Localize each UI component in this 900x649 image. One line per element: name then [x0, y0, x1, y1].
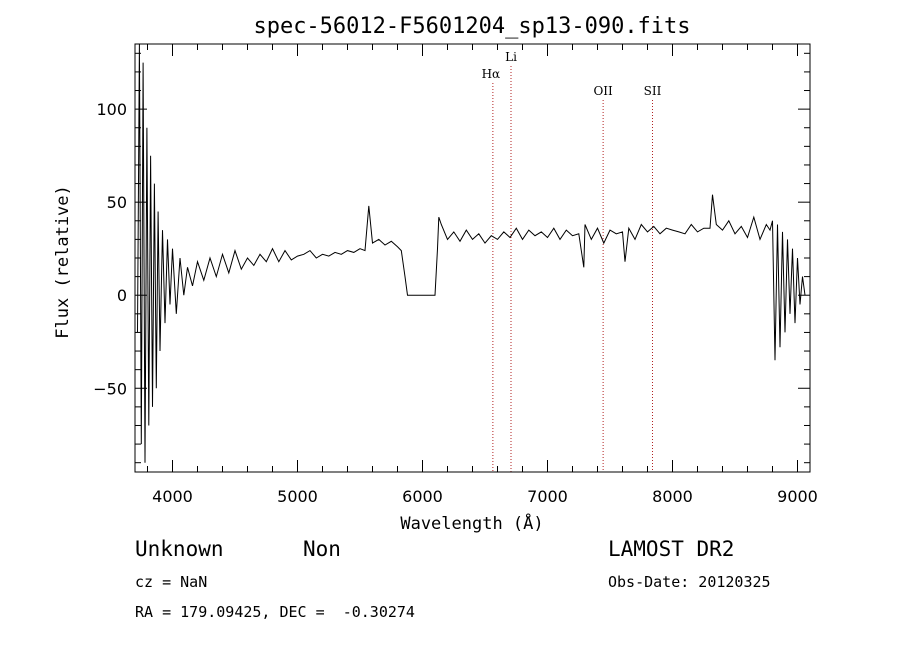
chart-title: spec-56012-F5601204_sp13-090.fits [253, 14, 690, 39]
x-tick-label: 8000 [652, 487, 693, 506]
x-axis-label: Wavelength (Å) [400, 512, 543, 534]
x-tick-label: 5000 [277, 487, 318, 506]
spectral-line-markers: Hα Li OII SII [482, 50, 662, 472]
object-subclass: Non [303, 537, 341, 561]
survey-name: LAMOST DR2 [608, 537, 735, 561]
x-tick-label: 4000 [152, 487, 193, 506]
spectral-line-label: SII [644, 84, 662, 98]
x-axis-ticks: 4000 5000 6000 7000 8000 9000 [147, 44, 818, 506]
y-tick-label: −50 [93, 379, 127, 398]
redshift-value: cz = NaN [135, 573, 208, 591]
spectrum-series-line [137, 43, 806, 463]
y-tick-label: 0 [117, 286, 127, 305]
x-tick-label: 7000 [527, 487, 568, 506]
y-axis-ticks: −50 0 50 100 [93, 52, 810, 464]
spectral-line-label: Li [505, 50, 517, 64]
spectral-line-label: OII [593, 84, 613, 98]
sky-coordinates: RA = 179.09425, DEC = -0.30274 [135, 603, 415, 621]
spectral-line-label: Hα [482, 67, 501, 81]
x-tick-label: 9000 [777, 487, 818, 506]
x-tick-label: 6000 [402, 487, 443, 506]
y-axis-label: Flux (relative) [53, 185, 73, 339]
object-class: Unknown [135, 537, 224, 561]
plot-frame [134, 43, 811, 473]
y-tick-label: 50 [107, 193, 127, 212]
y-tick-label: 100 [96, 100, 127, 119]
observation-date: Obs-Date: 20120325 [608, 573, 771, 591]
